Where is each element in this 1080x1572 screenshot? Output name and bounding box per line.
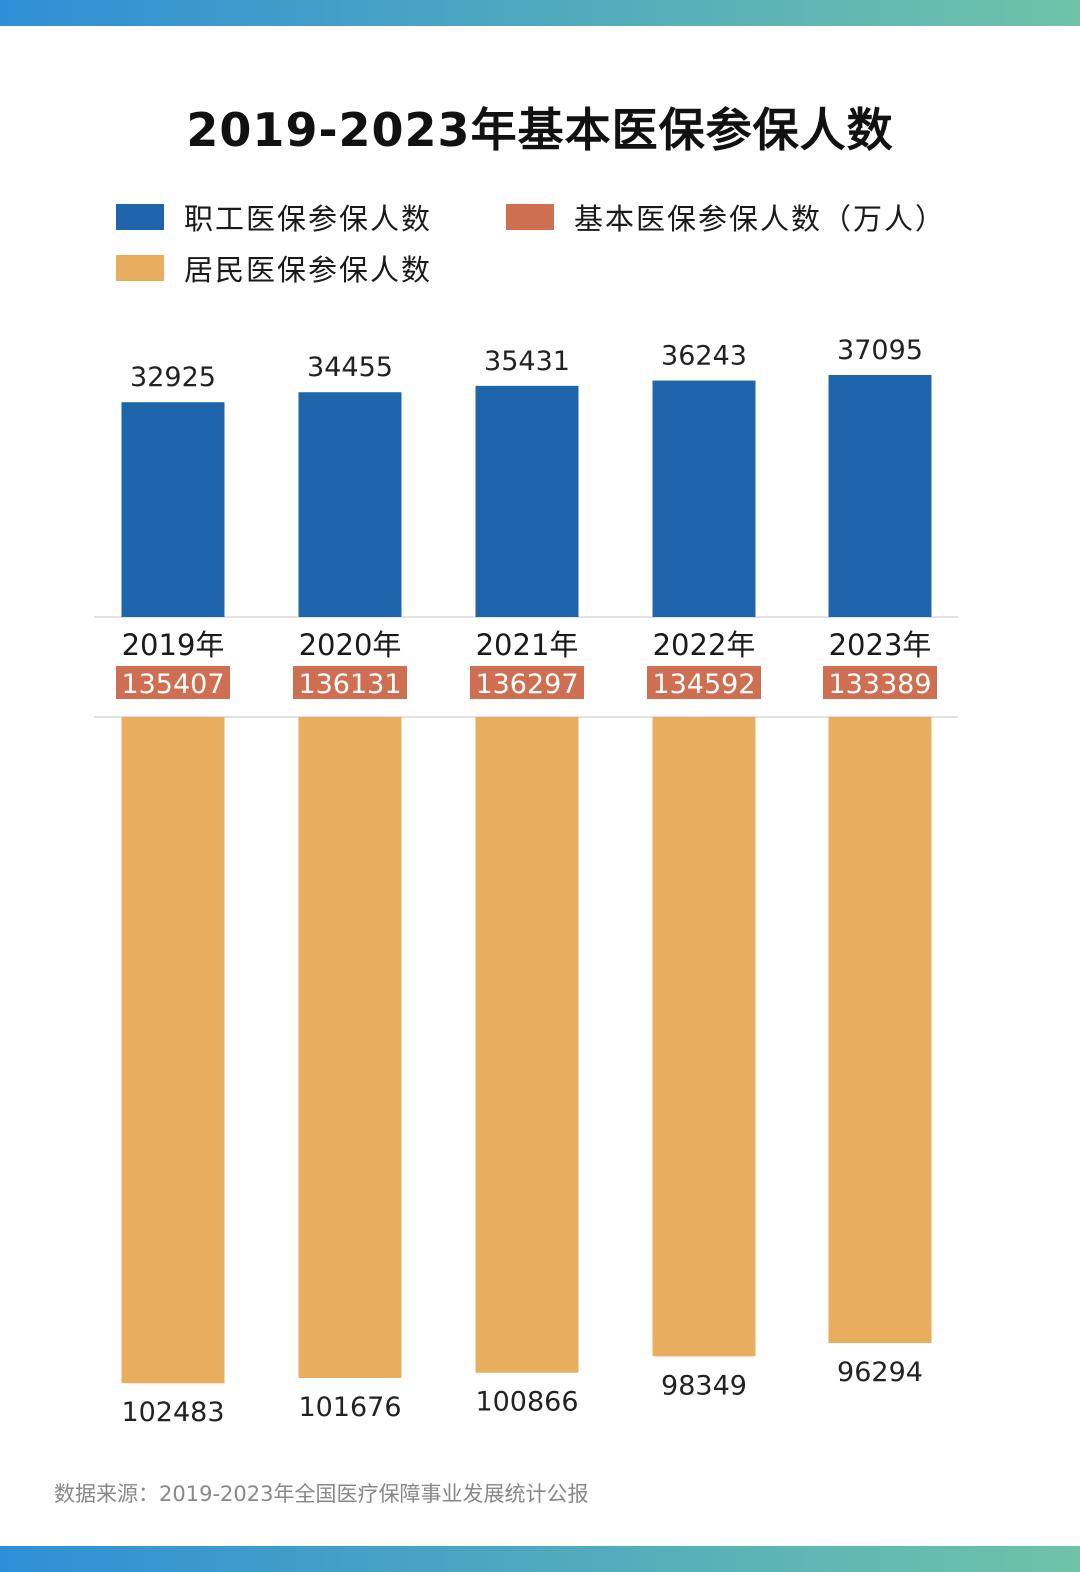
- badge-total-4: [823, 666, 937, 699]
- legend-label-total: 基本医保参保人数（万人）: [574, 202, 947, 236]
- label-resident-4: 96294: [837, 1357, 923, 1388]
- legend-swatch-resident: [116, 255, 164, 281]
- legend-label-employee: 职工医保参保人数: [184, 202, 433, 236]
- label-employee-3: 36243: [661, 341, 747, 372]
- badge-total-1: [293, 666, 407, 699]
- bar-resident-2: [475, 717, 579, 1373]
- top-decor-stripe: [0, 0, 1080, 26]
- bar-resident-4: [828, 717, 932, 1343]
- label-employee-1: 34455: [307, 352, 393, 383]
- bar-employee-4: [828, 375, 932, 617]
- label-employee-4: 37095: [837, 335, 923, 366]
- label-total-0: 135407: [121, 669, 224, 700]
- bar-employee-1: [298, 392, 402, 617]
- legend-item-employee: 职工医保参保人数: [116, 196, 432, 238]
- label-resident-1: 101676: [298, 1392, 401, 1423]
- bar-resident-3: [652, 717, 756, 1357]
- bar-employee-3: [652, 380, 756, 617]
- badge-total-2: [470, 666, 584, 699]
- data-source-note: 数据来源：2019-2023年全国医疗保障事业发展统计公报: [54, 1482, 589, 1506]
- label-employee-2: 35431: [484, 346, 570, 377]
- label-total-2: 136297: [475, 669, 578, 700]
- label-resident-0: 102483: [121, 1397, 224, 1428]
- legend-item-total: 基本医保参保人数（万人）: [506, 196, 946, 238]
- label-total-3: 134592: [652, 669, 755, 700]
- legend-swatch-total: [506, 204, 554, 230]
- bar-employee-0: [121, 402, 225, 617]
- label-employee-0: 32925: [130, 362, 216, 393]
- badge-total-3: [647, 666, 761, 699]
- bottom-decor-stripe: [0, 1546, 1080, 1572]
- chart-title: 2019-2023年基本医保参保人数: [186, 103, 894, 157]
- category-label-1: 2020年: [299, 628, 402, 662]
- category-label-3: 2022年: [653, 628, 756, 662]
- bar-resident-1: [298, 717, 402, 1378]
- legend-item-resident: 居民医保参保人数: [116, 247, 432, 289]
- label-total-4: 133389: [828, 669, 931, 700]
- label-resident-2: 100866: [475, 1387, 578, 1418]
- label-resident-3: 98349: [661, 1370, 747, 1401]
- bar-employee-2: [475, 385, 579, 617]
- category-label-0: 2019年: [122, 628, 225, 662]
- label-total-1: 136131: [298, 669, 401, 700]
- badge-total-0: [116, 666, 230, 699]
- legend-label-resident: 居民医保参保人数: [184, 253, 433, 287]
- category-label-2: 2021年: [476, 628, 579, 662]
- bar-resident-0: [121, 717, 225, 1384]
- category-label-4: 2023年: [829, 628, 932, 662]
- legend-swatch-employee: [116, 204, 164, 230]
